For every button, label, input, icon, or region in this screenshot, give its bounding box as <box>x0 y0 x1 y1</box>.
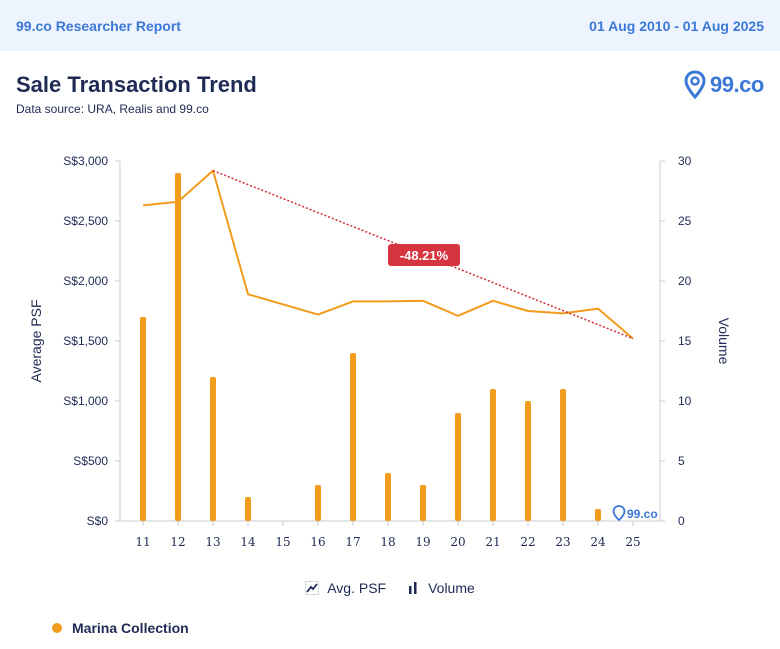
volume-bar <box>175 173 181 521</box>
chart-title: Sale Transaction Trend <box>16 72 257 97</box>
brand-logo: 99.co <box>684 68 766 102</box>
trend-line <box>212 169 634 340</box>
right-tick-label: 10 <box>678 394 692 408</box>
x-tick-label: 14 <box>240 535 256 549</box>
volume-bar <box>140 317 146 521</box>
right-tick-label: 15 <box>678 334 692 348</box>
legend-item-volume[interactable]: Volume <box>406 580 475 596</box>
axes-layer <box>119 161 661 522</box>
right-ticks: 0 5 10 15 20 25 30 <box>660 154 692 528</box>
chart-legend: Avg. PSF Volume <box>0 580 780 596</box>
volume-bar <box>455 413 461 521</box>
x-tick-label: 24 <box>590 535 606 549</box>
volume-bar <box>315 485 321 521</box>
left-tick-label: S$3,000 <box>63 154 108 168</box>
left-tick-label: S$500 <box>73 454 108 468</box>
left-tick-label: S$1,000 <box>63 394 108 408</box>
x-tick-label: 23 <box>555 535 570 549</box>
project-name: Marina Collection <box>72 620 189 636</box>
trend-badge-label: -48.21% <box>400 248 449 263</box>
x-tick-label: 12 <box>170 535 185 549</box>
project-color-dot <box>52 623 62 633</box>
x-tick-label: 22 <box>520 535 535 549</box>
x-tick-label: 21 <box>485 535 500 549</box>
watermark-text: 99.co <box>627 507 658 521</box>
report-title: 99.co Researcher Report <box>16 18 181 34</box>
volume-bars <box>140 173 601 521</box>
x-tick-label: 11 <box>135 535 150 549</box>
y-axis-label-right: Volume <box>716 318 732 365</box>
right-tick-label: 5 <box>678 454 685 468</box>
left-tick-label: S$2,000 <box>63 274 108 288</box>
right-tick-label: 0 <box>678 514 685 528</box>
avg-psf-series-line <box>142 169 634 340</box>
left-ticks: S$0 S$500 S$1,000 S$1,500 S$2,000 S$2,500 S$3,… <box>63 154 120 528</box>
watermark: 99.co <box>612 505 658 522</box>
x-tick-label: 17 <box>345 535 360 549</box>
volume-bar <box>525 401 531 521</box>
legend-label-volume: Volume <box>428 580 475 596</box>
trend-badge-bg <box>388 244 460 266</box>
avg-psf-line <box>142 169 634 340</box>
right-tick-label: 25 <box>678 214 692 228</box>
chart-subtitle: Data source: URA, Realis and 99.co <box>16 102 209 116</box>
line-chart-icon <box>305 581 320 595</box>
x-tick-label: 18 <box>380 535 395 549</box>
right-tick-label: 20 <box>678 274 692 288</box>
sale-transaction-chart: S$0 S$500 S$1,000 S$1,500 S$2,000 S$2,500 S$3,… <box>28 154 732 549</box>
x-tick-label: 15 <box>275 535 290 549</box>
x-tick-label: 19 <box>415 535 430 549</box>
volume-bar <box>560 389 566 521</box>
legend-item-avg-psf[interactable]: Avg. PSF <box>305 580 386 596</box>
trend-badge: -48.21% <box>388 244 460 266</box>
report-header: 99.co Researcher Report 01 Aug 2010 - 01… <box>0 0 780 51</box>
left-tick-label: S$1,500 <box>63 334 108 348</box>
volume-bar <box>350 353 356 521</box>
x-tick-label: 20 <box>450 535 465 549</box>
left-tick-label: S$0 <box>87 514 109 528</box>
date-range: 01 Aug 2010 - 01 Aug 2025 <box>589 18 764 34</box>
x-tick-label: 13 <box>205 535 220 549</box>
left-tick-label: S$2,500 <box>63 214 108 228</box>
volume-bar <box>420 485 426 521</box>
logo-text: 99.co <box>710 72 764 97</box>
volume-bar <box>385 473 391 521</box>
legend-label-avg-psf: Avg. PSF <box>327 580 387 596</box>
volume-bar <box>245 497 251 521</box>
x-ticks: 11 12 13 14 15 16 17 18 19 20 21 22 23 24 25 <box>135 521 641 549</box>
volume-bar <box>490 389 496 521</box>
trend-dotted-line <box>212 169 634 340</box>
x-tick-label: 16 <box>310 535 325 549</box>
y-axis-label-left: Average PSF <box>28 299 44 382</box>
bar-chart-icon <box>409 582 417 594</box>
watermark-pin-icon <box>612 505 626 522</box>
x-tick-label: 25 <box>625 535 640 549</box>
volume-bar <box>595 509 601 521</box>
volume-bar <box>210 377 216 521</box>
project-entry: Marina Collection <box>52 620 189 636</box>
right-tick-label: 30 <box>678 154 692 168</box>
location-pin-icon <box>684 70 706 100</box>
